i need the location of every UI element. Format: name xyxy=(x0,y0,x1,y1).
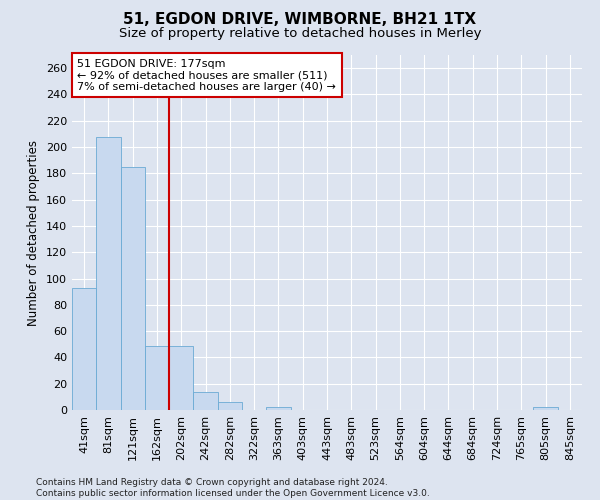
Bar xyxy=(169,346,193,410)
Text: Size of property relative to detached houses in Merley: Size of property relative to detached ho… xyxy=(119,28,481,40)
Text: 51 EGDON DRIVE: 177sqm
← 92% of detached houses are smaller (511)
7% of semi-det: 51 EGDON DRIVE: 177sqm ← 92% of detached… xyxy=(77,58,336,92)
Text: 51, EGDON DRIVE, WIMBORNE, BH21 1TX: 51, EGDON DRIVE, WIMBORNE, BH21 1TX xyxy=(124,12,476,28)
Bar xyxy=(266,408,290,410)
Bar xyxy=(145,346,169,410)
Text: Contains HM Land Registry data © Crown copyright and database right 2024.
Contai: Contains HM Land Registry data © Crown c… xyxy=(36,478,430,498)
Bar xyxy=(218,402,242,410)
Bar xyxy=(533,408,558,410)
Y-axis label: Number of detached properties: Number of detached properties xyxy=(28,140,40,326)
Bar xyxy=(72,288,96,410)
Bar xyxy=(96,136,121,410)
Bar xyxy=(193,392,218,410)
Bar xyxy=(121,167,145,410)
